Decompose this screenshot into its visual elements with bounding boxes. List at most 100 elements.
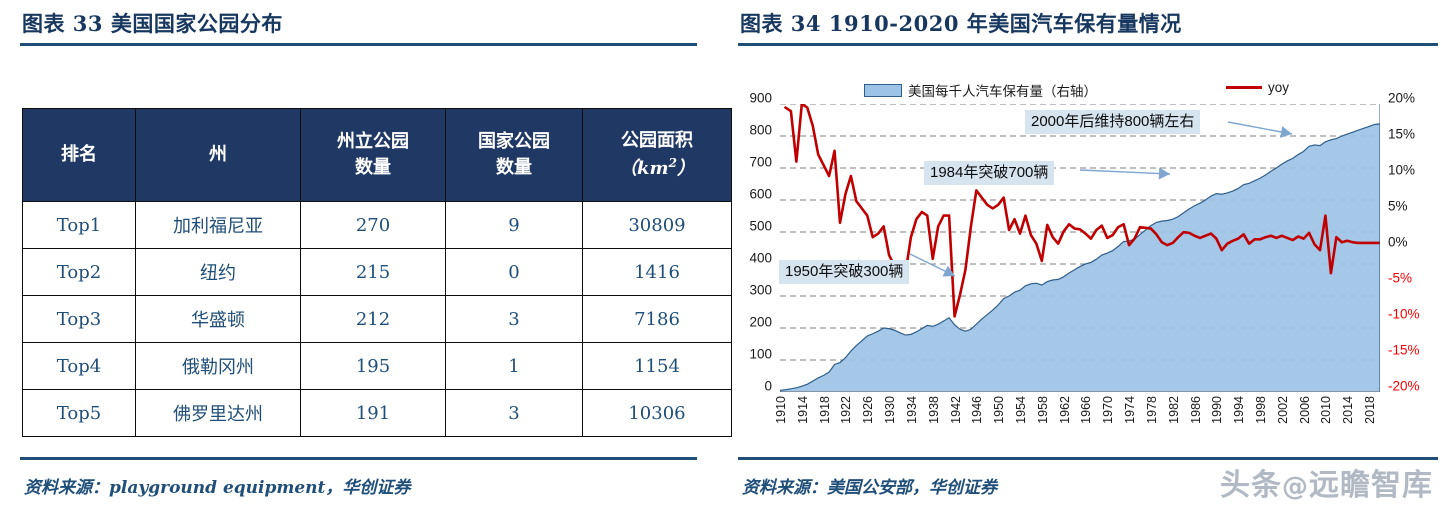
x-axis-tick: 2006 [1297, 396, 1312, 424]
area-swatch-icon [864, 83, 902, 97]
x-axis-tick: 1982 [1166, 396, 1181, 424]
legend-label-area: 美国每千人汽车保有量（右轴） [908, 84, 1097, 99]
x-axis-tick: 2018 [1363, 396, 1378, 424]
watermark-prefix: 头条 [1220, 468, 1282, 503]
x-axis-tick: 1954 [1014, 396, 1028, 424]
table-row: Top4 俄勒冈州 195 1 1154 [22, 342, 732, 390]
y-axis-right: -20% -15% -10% -5% 0% 5% 10% 15% 20% [1384, 91, 1440, 398]
legend-item-line: yoy [1226, 80, 1289, 95]
cell-state-parks: 191 [300, 389, 446, 437]
x-axis-tick: 1990 [1210, 396, 1225, 424]
y-axis-left-tick: 100 [749, 346, 772, 362]
exhibit-34-panel: 图表 34 1910-2020 年美国汽车保有量情况 美国每千人汽车保有量（右轴… [724, 0, 1441, 516]
watermark-name: 远瞻智库 [1309, 468, 1433, 503]
y-axis-left-tick: 0 [764, 378, 772, 394]
y-axis-right-tick: 10% [1388, 162, 1416, 178]
cell-area: 1154 [582, 342, 732, 390]
cell-area: 1416 [582, 248, 732, 296]
y-axis-left-tick: 200 [749, 314, 772, 330]
y-axis-right-tick: -5% [1388, 270, 1413, 286]
cell-area: 10306 [582, 389, 732, 437]
y-axis-right-tick: -20% [1388, 378, 1420, 394]
chart-plot-area [780, 104, 1380, 392]
title-divider [20, 43, 697, 46]
column-header-park-area: 公园面积 （km2） [582, 108, 732, 202]
x-axis-tick: 1942 [948, 396, 963, 424]
x-axis-tick: 1986 [1188, 396, 1203, 424]
vehicle-ownership-chart: 美国每千人汽车保有量（右轴） yoy 0 100 200 300 400 500 600 70… [724, 62, 1441, 462]
x-axis-tick: 2010 [1319, 396, 1334, 424]
x-axis-tick: 1958 [1035, 396, 1050, 424]
legend-label-line: yoy [1268, 80, 1290, 95]
y-axis-left: 0 100 200 300 400 500 600 700 800 900 [724, 91, 776, 398]
column-header-state: 州 [135, 108, 301, 202]
annotation-arrow-icon [1227, 121, 1293, 138]
area-series-path [780, 123, 1380, 392]
cell-national-parks: 0 [445, 248, 583, 296]
x-axis-tick: 1998 [1254, 396, 1268, 424]
cell-rank: Top3 [22, 295, 136, 343]
table-header: 排名 州 州立公园 数量 国家公园 数量 公园面积 （k [22, 108, 732, 202]
x-axis-tick: 1994 [1232, 396, 1247, 424]
y-axis-left-tick: 400 [749, 250, 772, 266]
x-axis-tick: 1914 [795, 396, 810, 424]
line-swatch-icon [1226, 86, 1262, 89]
cell-state: 俄勒冈州 [135, 342, 301, 390]
annotation-arrow-icon [909, 253, 956, 277]
cell-rank: Top2 [22, 248, 136, 296]
annotation-arrow-icon [1079, 167, 1171, 180]
table-header-row: 排名 州 州立公园 数量 国家公园 数量 公园面积 （k [22, 108, 732, 202]
cell-area: 30809 [582, 201, 732, 249]
cell-state: 佛罗里达州 [135, 389, 301, 437]
column-header-rank: 排名 [22, 108, 136, 202]
table-body: Top1 加利福尼亚 270 9 30809 Top2 纽约 215 0 141… [22, 201, 732, 437]
x-axis-tick: 1918 [817, 396, 832, 424]
x-axis-tick: 1930 [883, 396, 898, 424]
x-axis-tick: 1950 [992, 396, 1007, 424]
x-axis-tick: 1962 [1057, 396, 1072, 424]
cell-state-parks: 195 [300, 342, 446, 390]
y-axis-right-tick: 5% [1388, 198, 1408, 214]
y-axis-left-tick: 800 [749, 122, 772, 138]
cell-rank: Top1 [22, 201, 136, 249]
cell-area: 7186 [582, 295, 732, 343]
x-axis-tick: 1966 [1079, 396, 1094, 424]
x-axis-tick: 1978 [1144, 396, 1159, 424]
cell-state: 华盛顿 [135, 295, 301, 343]
x-axis-tick: 2014 [1341, 396, 1356, 424]
exhibit-34-title: 图表 34 1910-2020 年美国汽车保有量情况 [740, 11, 1182, 36]
cell-national-parks: 3 [445, 295, 583, 343]
watermark: 头条@远瞻智库 [1220, 460, 1433, 504]
table-row: Top1 加利福尼亚 270 9 30809 [22, 201, 732, 249]
table-row: Top2 纽约 215 0 1416 [22, 248, 732, 296]
title-divider [738, 43, 1438, 46]
cell-rank: Top4 [22, 342, 136, 390]
yoy-line-path [784, 104, 1380, 318]
x-axis-tick: 1970 [1101, 396, 1116, 424]
cell-state-parks: 212 [300, 295, 446, 343]
cell-state: 纽约 [135, 248, 301, 296]
x-axis: 1910 1914 1918 1922 1926 1930 1934 1938 1942 1946… [774, 394, 1380, 456]
chart-legend: 美国每千人汽车保有量（右轴） yoy [864, 80, 1334, 102]
park-area-unit: （km2） [618, 155, 696, 179]
legend-item-area: 美国每千人汽车保有量（右轴） [864, 80, 1097, 100]
source-note: 资料来源：美国公安部，华创证券 [742, 478, 997, 498]
cell-rank: Top5 [22, 389, 136, 437]
x-axis-tick: 1934 [904, 396, 919, 424]
x-axis-tick: 1938 [926, 396, 941, 424]
y-axis-right-tick: -15% [1388, 342, 1420, 358]
cell-national-parks: 3 [445, 389, 583, 437]
x-axis-tick: 1922 [839, 396, 854, 424]
exhibit-33-title: 图表 33 美国国家公园分布 [22, 11, 283, 36]
x-axis-tick: 2002 [1275, 396, 1290, 424]
y-axis-right-tick: 0% [1388, 234, 1408, 250]
x-axis-tick: 1974 [1123, 396, 1138, 424]
annotation-1984-700: 1984年突破700辆 [924, 161, 1055, 186]
y-axis-right-tick: 15% [1388, 126, 1416, 142]
y-axis-right-tick: -10% [1388, 306, 1420, 322]
table-row: Top3 华盛顿 212 3 7186 [22, 295, 732, 343]
exhibit-33-panel: 图表 33 美国国家公园分布 排名 州 州立公园 数量 国家公园 [0, 0, 732, 516]
column-header-national-parks: 国家公园 数量 [445, 108, 583, 202]
annotation-2000-plateau: 2000年后维持800辆左右 [1025, 110, 1201, 135]
